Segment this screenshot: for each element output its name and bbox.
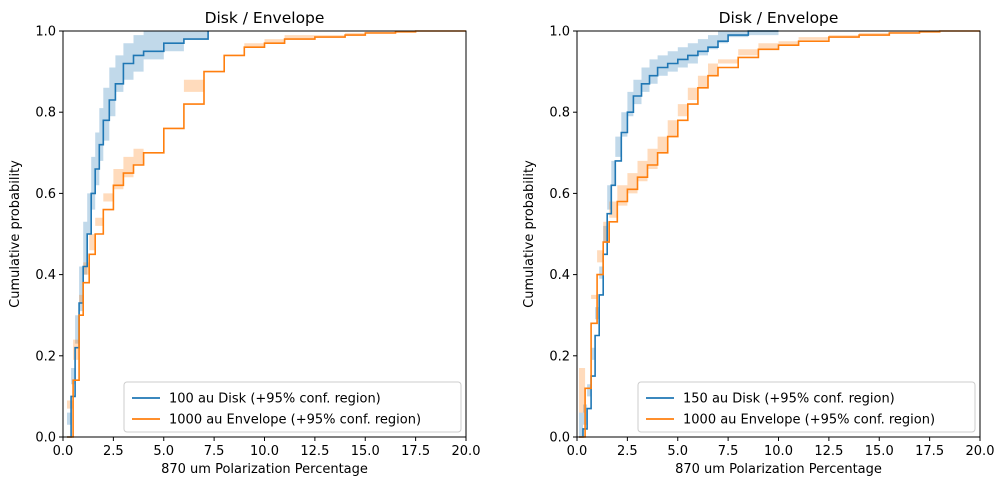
legend-label-1: 150 au Disk (+95% conf. region) [683, 392, 895, 407]
x-tick-label: 0.0 [567, 444, 588, 459]
x-tick-label: 0.0 [53, 444, 74, 459]
chart-panel-2: 0.0 2.5 5.0 7.5 10.0 12.5 15.0 17.5 20.0 0.0 0.2 0.… [522, 9, 994, 477]
x-tick-label: 15.0 [351, 444, 380, 459]
chart-title: Disk / Envelope [205, 9, 325, 27]
x-tick-label: 2.5 [103, 444, 124, 459]
y-tick-label: 0.8 [549, 106, 570, 121]
y-tick-label: 0.4 [549, 268, 570, 283]
legend-box [637, 381, 976, 433]
x-axis-label: 870 um Polarization Percentage [161, 462, 368, 477]
x-tick-label: 7.5 [204, 444, 225, 459]
y-axis-label: Cumulative probability [8, 160, 23, 308]
x-tick-label: 12.5 [814, 444, 843, 459]
x-axis-label: 870 um Polarization Percentage [675, 462, 882, 477]
y-tick-label: 0.0 [35, 431, 56, 446]
chart-title: Disk / Envelope [719, 9, 839, 27]
y-tick-label: 0.8 [35, 106, 56, 121]
y-tick-label: 1.0 [549, 25, 570, 40]
legend-label-2: 1000 au Envelope (+95% conf. region) [169, 413, 421, 428]
y-tick-label: 1.0 [35, 25, 56, 40]
x-tick-label: 20.0 [452, 444, 481, 459]
y-tick-label: 0.2 [549, 349, 570, 364]
x-tick-label: 15.0 [865, 444, 894, 459]
x-tick-label: 5.0 [153, 444, 174, 459]
y-tick-label: 0.4 [35, 268, 56, 283]
y-tick-label: 0.6 [35, 187, 56, 202]
x-tick-label: 7.5 [718, 444, 739, 459]
legend: 150 au Disk (+95% conf. region) 1000 au E… [637, 381, 976, 433]
y-tick-label: 0.6 [549, 187, 570, 202]
y-tick-label: 0.2 [35, 349, 56, 364]
x-tick-label: 20.0 [966, 444, 995, 459]
y-axis-label: Cumulative probability [522, 160, 537, 308]
series-line-2 [579, 30, 980, 438]
x-tick-label: 17.5 [401, 444, 430, 459]
x-tick-label: 17.5 [915, 444, 944, 459]
x-tick-label: 5.0 [667, 444, 688, 459]
x-tick-label: 10.0 [250, 444, 279, 459]
legend-label-1: 100 au Disk (+95% conf. region) [169, 392, 381, 407]
x-tick-label: 2.5 [617, 444, 638, 459]
series-line-1 [579, 30, 779, 438]
y-tick-label: 0.0 [549, 431, 570, 446]
legend-box [123, 381, 462, 433]
series-line-2 [67, 30, 466, 438]
x-tick-label: 10.0 [764, 444, 793, 459]
legend-label-2: 1000 au Envelope (+95% conf. region) [683, 413, 935, 428]
x-tick-label: 12.5 [300, 444, 329, 459]
confidence-band-2 [67, 31, 466, 437]
plot-frame [62, 30, 467, 438]
confidence-band-1 [67, 31, 209, 437]
legend: 100 au Disk (+95% conf. region) 1000 au E… [123, 381, 462, 433]
chart-panel-1: 0.0 2.5 5.0 7.5 10.0 12.5 15.0 17.5 20.0 0.0 0.2 0.… [8, 9, 480, 477]
